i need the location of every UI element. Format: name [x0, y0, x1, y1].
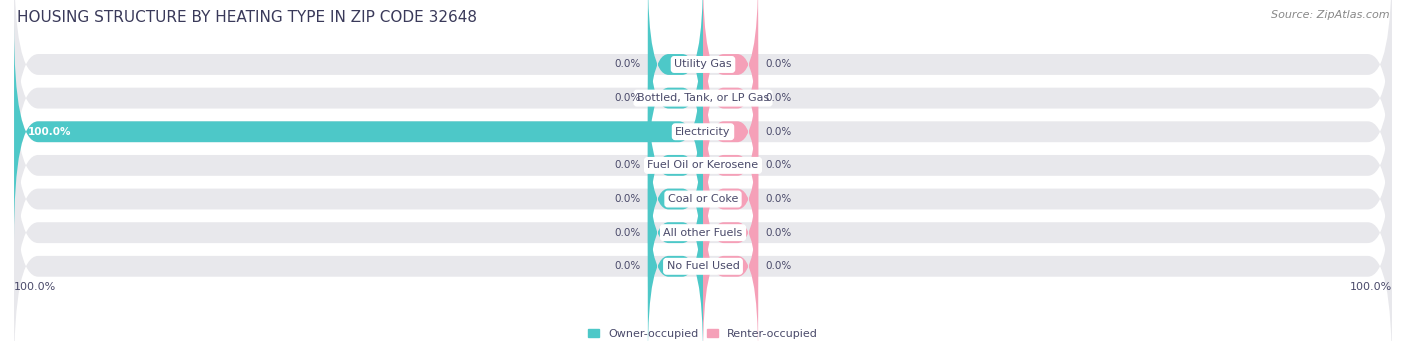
Text: Source: ZipAtlas.com: Source: ZipAtlas.com	[1271, 10, 1389, 20]
FancyBboxPatch shape	[703, 108, 758, 290]
FancyBboxPatch shape	[14, 0, 1392, 205]
FancyBboxPatch shape	[648, 75, 703, 256]
Text: All other Fuels: All other Fuels	[664, 228, 742, 238]
FancyBboxPatch shape	[14, 25, 1392, 239]
FancyBboxPatch shape	[703, 75, 758, 256]
FancyBboxPatch shape	[14, 58, 1392, 273]
Text: Coal or Coke: Coal or Coke	[668, 194, 738, 204]
Text: HOUSING STRUCTURE BY HEATING TYPE IN ZIP CODE 32648: HOUSING STRUCTURE BY HEATING TYPE IN ZIP…	[17, 10, 477, 25]
FancyBboxPatch shape	[14, 125, 1392, 340]
FancyBboxPatch shape	[648, 142, 703, 323]
FancyBboxPatch shape	[703, 176, 758, 341]
Text: 0.0%: 0.0%	[614, 160, 641, 170]
Text: 0.0%: 0.0%	[614, 194, 641, 204]
Text: 0.0%: 0.0%	[765, 93, 792, 103]
Text: 0.0%: 0.0%	[765, 194, 792, 204]
Text: 0.0%: 0.0%	[765, 228, 792, 238]
FancyBboxPatch shape	[648, 176, 703, 341]
FancyBboxPatch shape	[648, 0, 703, 155]
FancyBboxPatch shape	[14, 92, 1392, 306]
Text: Utility Gas: Utility Gas	[675, 59, 731, 70]
Text: 100.0%: 100.0%	[28, 127, 72, 137]
Text: 0.0%: 0.0%	[614, 228, 641, 238]
Text: 0.0%: 0.0%	[765, 59, 792, 70]
Text: No Fuel Used: No Fuel Used	[666, 261, 740, 271]
Text: Electricity: Electricity	[675, 127, 731, 137]
Text: 0.0%: 0.0%	[614, 59, 641, 70]
Legend: Owner-occupied, Renter-occupied: Owner-occupied, Renter-occupied	[588, 329, 818, 339]
Text: 0.0%: 0.0%	[765, 127, 792, 137]
Text: 0.0%: 0.0%	[765, 261, 792, 271]
Text: 0.0%: 0.0%	[765, 160, 792, 170]
Text: 100.0%: 100.0%	[1350, 282, 1392, 292]
FancyBboxPatch shape	[14, 25, 703, 239]
FancyBboxPatch shape	[703, 8, 758, 189]
FancyBboxPatch shape	[703, 142, 758, 323]
FancyBboxPatch shape	[703, 0, 758, 155]
FancyBboxPatch shape	[14, 159, 1392, 341]
FancyBboxPatch shape	[648, 8, 703, 189]
Text: 0.0%: 0.0%	[614, 261, 641, 271]
FancyBboxPatch shape	[648, 108, 703, 290]
FancyBboxPatch shape	[703, 41, 758, 222]
Text: Fuel Oil or Kerosene: Fuel Oil or Kerosene	[647, 160, 759, 170]
Text: 0.0%: 0.0%	[614, 93, 641, 103]
FancyBboxPatch shape	[14, 0, 1392, 172]
Text: Bottled, Tank, or LP Gas: Bottled, Tank, or LP Gas	[637, 93, 769, 103]
Text: 100.0%: 100.0%	[14, 282, 56, 292]
